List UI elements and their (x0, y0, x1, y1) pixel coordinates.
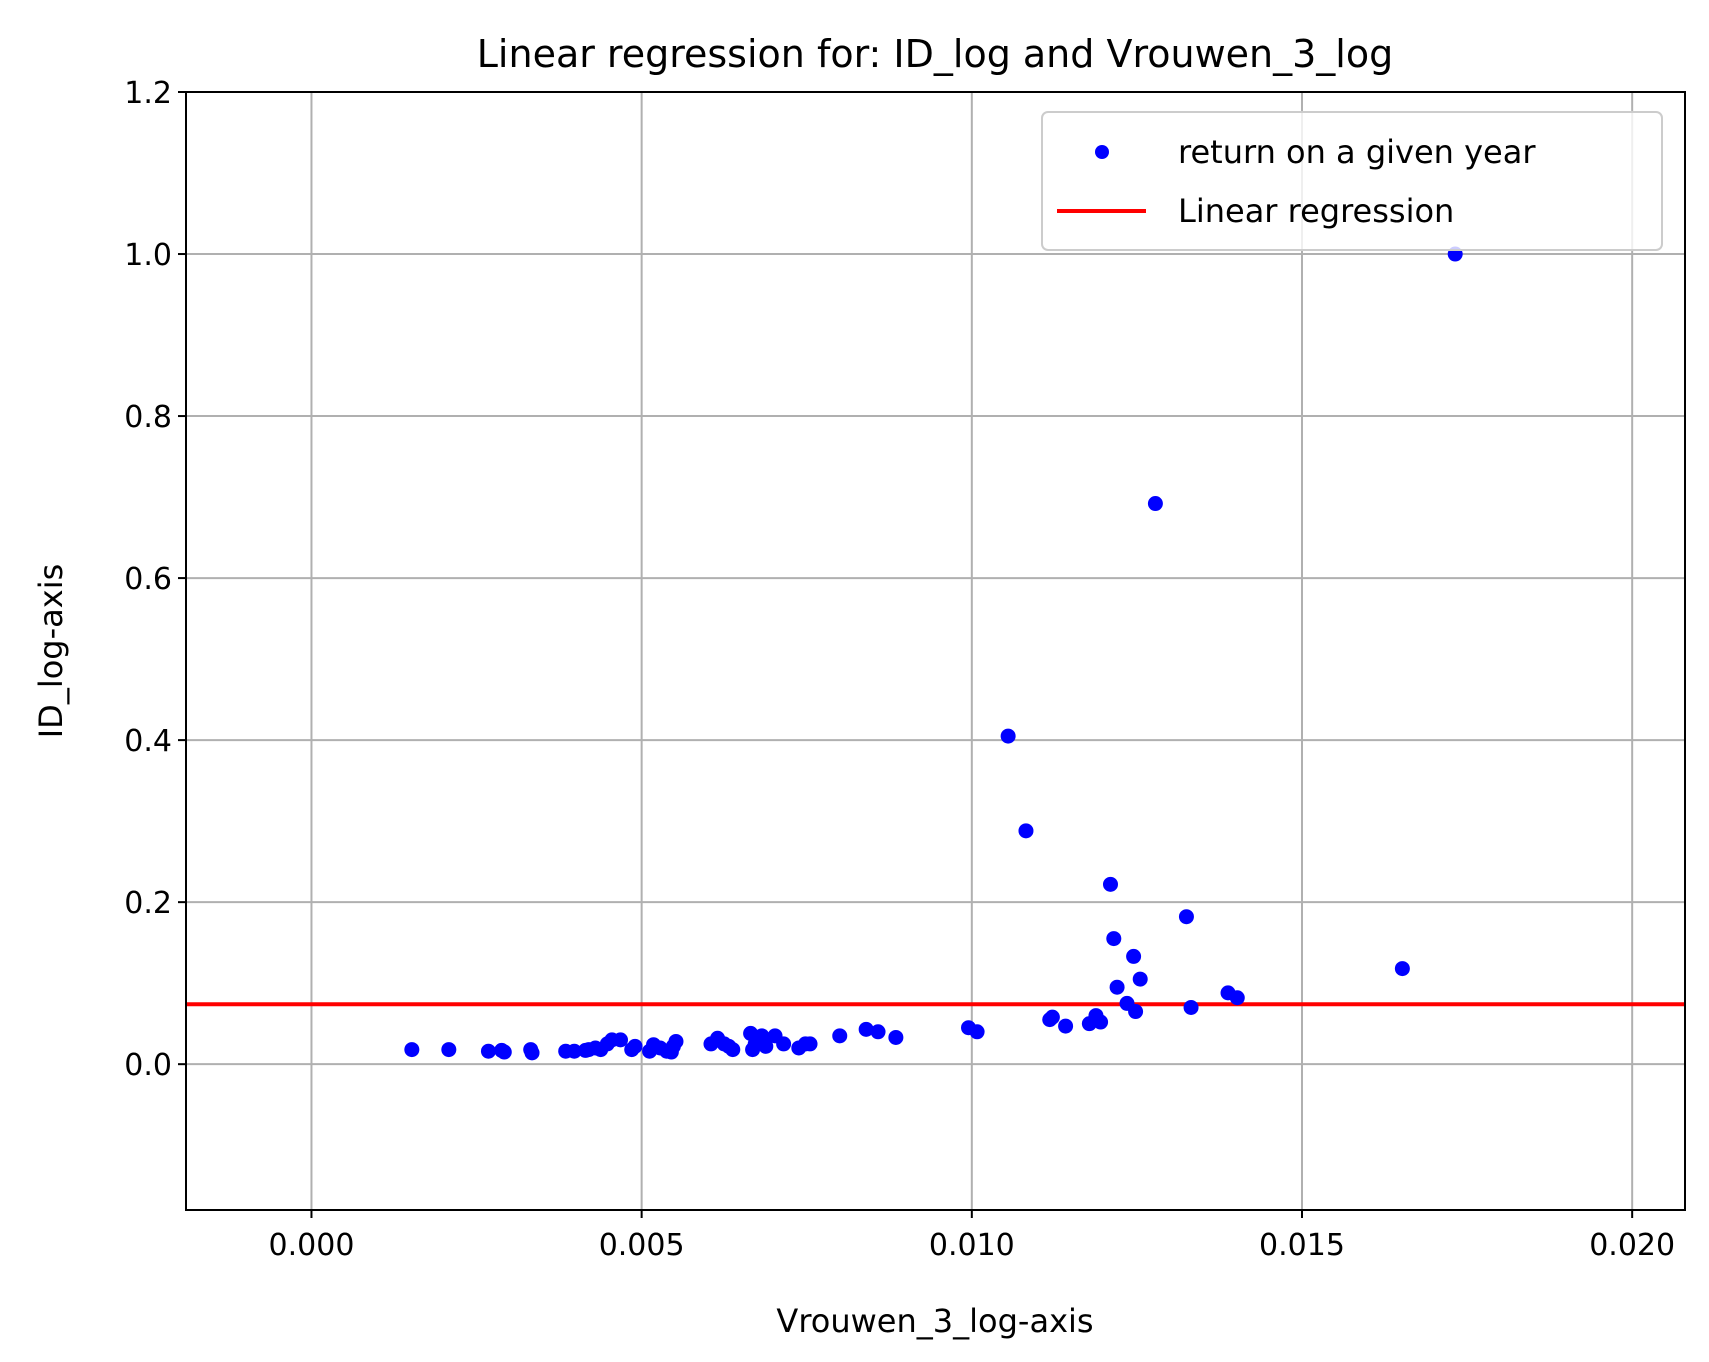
y-tick-label: 0.6 (124, 562, 172, 597)
data-point (524, 1045, 540, 1061)
data-point (969, 1024, 985, 1040)
legend: return on a given year Linear regression (1041, 111, 1663, 251)
data-point (1126, 948, 1142, 964)
data-point (1132, 971, 1148, 987)
data-point (725, 1042, 741, 1058)
plot-frame (185, 91, 1686, 1211)
data-point (870, 1024, 886, 1040)
data-point (1147, 496, 1163, 512)
x-tick-label: 0.010 (929, 1228, 1015, 1263)
data-point (566, 1043, 582, 1059)
data-point (1178, 909, 1194, 925)
data-point (1109, 979, 1125, 995)
y-tick-label: 1.0 (124, 238, 172, 273)
scatter-points (404, 246, 1463, 1061)
y-axis-label: ID_log-axis (32, 564, 70, 739)
x-tick-label: 0.015 (1259, 1228, 1345, 1263)
legend-label-scatter: return on a given year (1178, 133, 1536, 171)
data-point (1044, 1009, 1060, 1025)
y-ticks: 0.0 0.2 0.4 0.6 0.8 1.0 1.2 (124, 76, 186, 1083)
data-point (613, 1032, 629, 1048)
data-point (627, 1038, 643, 1054)
legend-label-line: Linear regression (1178, 192, 1454, 230)
data-point (404, 1042, 420, 1058)
x-tick-label: 0.000 (269, 1228, 355, 1263)
data-point (1000, 728, 1016, 744)
y-tick-label: 1.2 (124, 76, 172, 111)
x-axis-label: Vrouwen_3_log-axis (776, 1302, 1093, 1340)
x-tick-label: 0.005 (599, 1228, 685, 1263)
legend-box (1041, 111, 1663, 251)
data-point (1018, 823, 1034, 839)
data-point (1106, 931, 1122, 947)
data-point (480, 1043, 496, 1059)
data-point (1102, 876, 1118, 892)
y-tick-label: 0.8 (124, 400, 172, 435)
data-point (888, 1029, 904, 1045)
x-tick-label: 0.020 (1589, 1228, 1675, 1263)
chart-title: Linear regression for: ID_log and Vrouwe… (477, 32, 1393, 76)
data-point (1058, 1018, 1074, 1034)
y-tick-label: 0.0 (124, 1048, 172, 1083)
data-point (668, 1033, 684, 1049)
data-point (1183, 999, 1199, 1015)
data-point (496, 1044, 512, 1060)
data-point (802, 1036, 818, 1052)
legend-marker-scatter (1095, 145, 1109, 159)
y-tick-label: 0.2 (124, 886, 172, 921)
data-point (1394, 961, 1410, 977)
data-point (1093, 1014, 1109, 1030)
x-ticks: 0.000 0.005 0.010 0.015 0.020 (269, 1210, 1675, 1263)
data-point (1229, 990, 1245, 1006)
data-point (832, 1028, 848, 1044)
data-point (858, 1021, 874, 1037)
data-point (441, 1042, 457, 1058)
y-tick-label: 0.4 (124, 724, 172, 759)
data-point (776, 1036, 792, 1052)
data-point (1128, 1004, 1144, 1020)
data-point (758, 1038, 774, 1054)
